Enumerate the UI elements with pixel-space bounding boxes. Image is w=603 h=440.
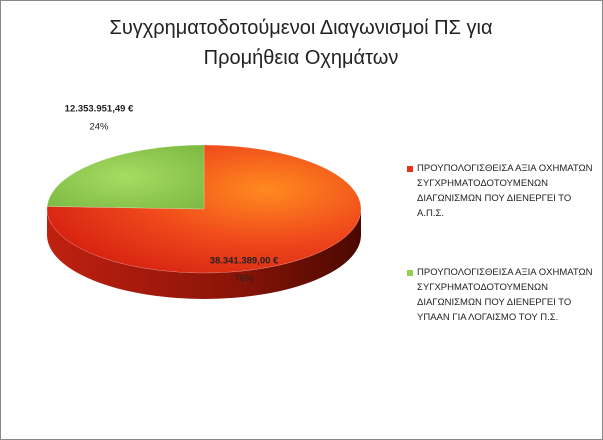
data-label: 38.341.389,00 € bbox=[210, 256, 279, 267]
slice bbox=[46, 144, 205, 210]
slice-side bbox=[47, 209, 361, 299]
legend-label: ΠΡΟΥΠΟΛΟΓΙΣΘΕΙΣΑ ΑΞΙΑ ΟΧΗΜΑΤΩΝ ΣΥΓΧΡΗΜΑΤ… bbox=[417, 267, 593, 323]
legend-swatch bbox=[407, 166, 413, 172]
legend-swatch bbox=[407, 270, 413, 276]
percent-label: 24% bbox=[89, 122, 109, 133]
chart-title: Συγχρηματοδοτούμενοι Διαγωνισμοί ΠΣ για … bbox=[109, 17, 493, 69]
percent-label: 76% bbox=[234, 274, 254, 285]
legend-label: ΠΡΟΥΠΟΛΟΓΙΣΘΕΙΣΑ ΑΞΙΑ ΟΧΗΜΑΤΩΝ ΣΥΓΧΡΗΜΑΤ… bbox=[417, 163, 593, 219]
slice bbox=[46, 144, 362, 274]
data-label: 12.353.951,49 € bbox=[65, 104, 134, 115]
